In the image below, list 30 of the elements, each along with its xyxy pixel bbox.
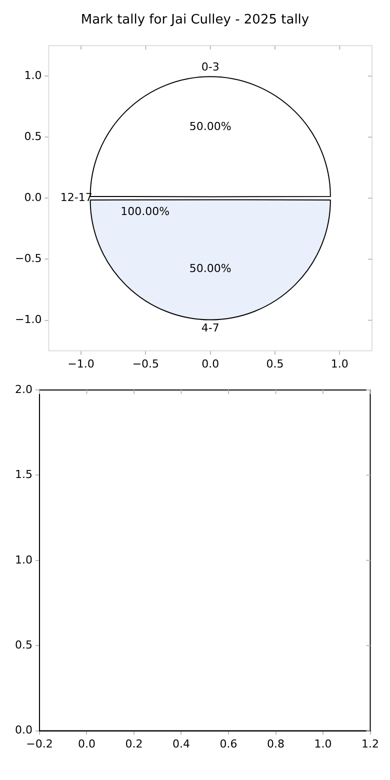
data-label: 50.00% xyxy=(189,120,232,133)
category-label: 12-17 xyxy=(60,191,92,204)
x-tick-label: 1.0 xyxy=(314,737,332,750)
y-tick-label: 0.0 xyxy=(24,191,42,204)
y-tick-label: 0.0 xyxy=(14,724,32,737)
y-tick-label: −1.0 xyxy=(14,313,42,326)
y-tick-label: 1.0 xyxy=(14,553,32,566)
y-tick-label: 2.0 xyxy=(14,382,32,396)
y-tick-label: 0.5 xyxy=(24,130,42,144)
x-tick-label: 0.8 xyxy=(267,737,284,750)
x-tick-label: 1.2 xyxy=(362,737,380,750)
slice-label: 4-7 xyxy=(201,321,220,334)
x-tick-label: 0.5 xyxy=(266,357,284,370)
y-tick-label: 1.5 xyxy=(14,468,32,482)
y-tick-label: 0.5 xyxy=(14,638,32,652)
chart-title: Mark tally for Jai Culley - 2025 tally xyxy=(80,12,310,28)
x-tick-label: 0.6 xyxy=(220,737,238,750)
slice-label: 0-3 xyxy=(201,60,220,74)
x-tick-label: 0.0 xyxy=(202,357,220,370)
annotation: 100.00% xyxy=(120,205,170,218)
data-label: 50.00% xyxy=(189,262,232,276)
x-tick-label: −0.5 xyxy=(132,357,160,370)
y-tick-label: 1.0 xyxy=(24,68,42,82)
x-tick-label: 0.0 xyxy=(78,737,96,750)
x-tick-label: 0.4 xyxy=(172,737,190,750)
x-tick-label: −1.0 xyxy=(68,357,94,370)
x-tick-label: −0.2 xyxy=(26,737,53,750)
x-tick-label: 1.0 xyxy=(330,357,348,370)
x-tick-label: 0.2 xyxy=(125,737,143,750)
y-tick-label: −0.5 xyxy=(14,252,42,266)
